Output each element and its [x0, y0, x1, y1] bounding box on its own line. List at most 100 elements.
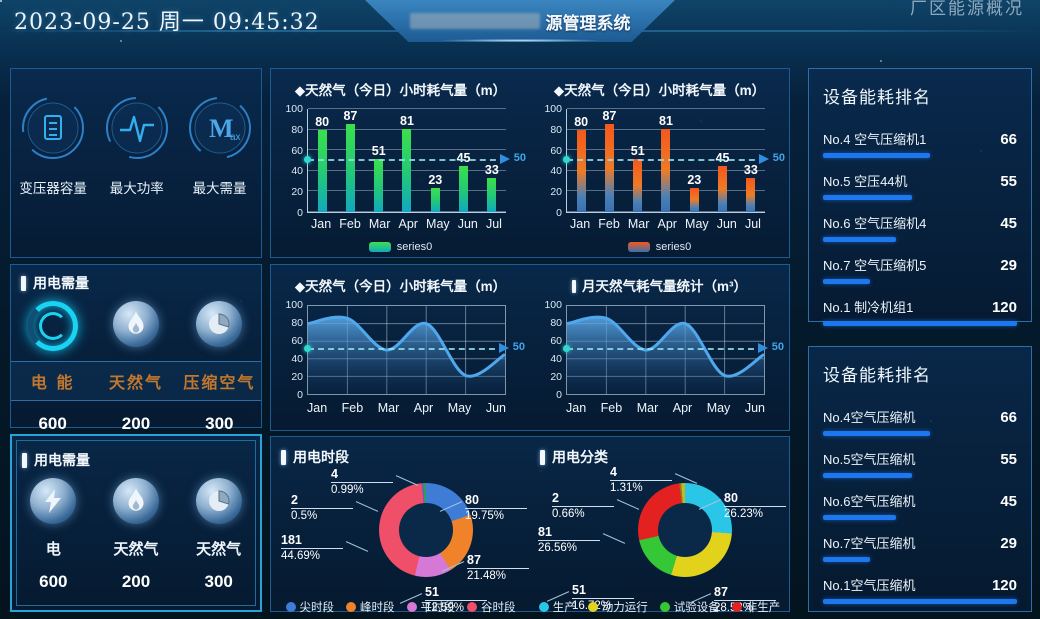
pie-callout: 4 0.99%: [331, 467, 393, 496]
ranking-device-label: No.6空气压缩机: [823, 494, 916, 509]
bar-column[interactable]: 80: [569, 109, 593, 212]
markline: 50: [563, 341, 784, 353]
bar-value-label: 87: [602, 109, 617, 123]
bar-column[interactable]: 33: [739, 109, 763, 212]
demand-labels-band: 电 能 天然气 压缩空气: [11, 361, 261, 401]
bar-column[interactable]: 45: [452, 109, 476, 212]
donut-chart[interactable]: [638, 483, 732, 577]
bar-column[interactable]: 45: [711, 109, 735, 212]
legend-item[interactable]: 平时段: [406, 599, 455, 615]
bar-chart-orange: ◆天然气（今日）小时耗气量（m） 100 80 60 40 20 0 80 87 51 81 23 4…: [530, 69, 789, 257]
legend-dot-icon: [467, 602, 477, 612]
legend-dot-icon: [406, 602, 417, 612]
callout-percent: 44.69%: [281, 550, 321, 562]
callout-value: 80: [465, 493, 527, 509]
bar-column[interactable]: 81: [654, 109, 678, 212]
legend-item[interactable]: 非生产: [731, 599, 780, 615]
title-bar-icon: [21, 275, 26, 291]
redacted-title-block: [409, 13, 540, 29]
ranking-value: 45: [1000, 493, 1017, 510]
x-axis-labels: Jan Feb Mar Apr May Jun: [307, 401, 506, 415]
ranking-row[interactable]: No.7 空气压缩机5 29: [823, 255, 1017, 284]
ranking-row[interactable]: No.6 空气压缩机4 45: [823, 213, 1017, 242]
bar: [633, 159, 643, 212]
legend[interactable]: series0: [534, 241, 785, 253]
transformer-capacity-icon: [20, 95, 86, 161]
bar-value-label: 81: [400, 113, 414, 128]
markline-arrow-icon: [758, 343, 768, 353]
device-ranking-panel-bottom: 设备能耗排名 No.4空气压缩机 66 No.5空气压缩机 55 No.6空气压缩机…: [808, 346, 1032, 612]
bar: [459, 165, 469, 212]
donut-chart[interactable]: [379, 483, 473, 577]
legend-item[interactable]: 动力运行: [587, 599, 648, 615]
ranking-row[interactable]: No.1 制冷机组1 120: [823, 297, 1017, 326]
pie-callout: 2 0.66%: [552, 491, 614, 520]
callout-value: 51: [572, 583, 634, 599]
callout-value: 81: [538, 525, 600, 541]
line-plot-area: 50: [304, 305, 525, 395]
bar-value-label: 23: [687, 173, 702, 188]
legend-item[interactable]: 尖时段: [285, 599, 334, 615]
bar-column[interactable]: 23: [423, 109, 447, 212]
ranking-row[interactable]: No.5 空压44机 55: [823, 171, 1017, 200]
callout-value: 80: [724, 491, 786, 507]
bar-column[interactable]: 51: [626, 109, 650, 212]
legend-item[interactable]: 生产: [538, 599, 576, 615]
ranking-row[interactable]: No.1空气压缩机 120: [823, 575, 1017, 604]
bar: [430, 188, 440, 212]
ranking-title: 设备能耗排名: [823, 366, 931, 385]
bar-column[interactable]: 51: [367, 109, 391, 212]
ranking-row[interactable]: No.5空气压缩机 55: [823, 449, 1017, 478]
callout-percent: 12.59%: [425, 602, 465, 614]
legend-item[interactable]: 峰时段: [346, 599, 395, 615]
chart-title: 用电分类: [552, 449, 608, 465]
electric-ring-icon: [27, 301, 78, 351]
ranking-row[interactable]: No.7空气压缩机 29: [823, 533, 1017, 562]
ranking-bar: [823, 473, 912, 478]
legend-item[interactable]: 试验设备: [659, 599, 720, 615]
bar-column[interactable]: 81: [395, 109, 419, 212]
bar-column[interactable]: 87: [597, 109, 621, 212]
area-chart-hourly: ◆天然气（今日）小时耗气量（m） 100 80 60 40 20 0 50 Jan Feb Ma…: [271, 265, 530, 430]
bar-plot-area: 80 87 51 81 23 45 33 50: [304, 108, 526, 213]
bar-column[interactable]: 80: [310, 109, 334, 212]
title-bar-icon: [540, 449, 545, 465]
ranking-row[interactable]: No.4空气压缩机 66: [823, 407, 1017, 436]
starfield-decoration: [0, 0, 2, 2]
ranking-title: 设备能耗排名: [823, 88, 931, 107]
markline-label: 50: [512, 341, 525, 353]
panel-title: 用电需量: [33, 275, 89, 291]
pie-callout: 4 1.31%: [610, 465, 672, 494]
y-axis-labels: 100 80 60 40 20 0: [285, 299, 303, 401]
device-ranking-panel-top: 设备能耗排名 No.4 空气压缩机1 66 No.5 空压44机 55 No.6 空…: [808, 68, 1032, 326]
pie-callout: 80 19.75%: [465, 493, 527, 522]
ranking-value: 120: [991, 299, 1017, 316]
callout-percent: 1.31%: [610, 482, 643, 494]
pie-callout: 81 26.56%: [538, 525, 600, 554]
stat-label: 最大需量: [192, 181, 247, 196]
callout-value: 87: [467, 553, 529, 569]
ranking-value: 45: [1000, 215, 1017, 232]
legend-item[interactable]: 谷时段: [467, 599, 516, 615]
legend-swatch: [627, 242, 650, 252]
ranking-row[interactable]: No.6空气压缩机 45: [823, 491, 1017, 520]
legend[interactable]: series0: [275, 241, 526, 253]
bar-column[interactable]: 23: [682, 109, 706, 212]
nav-overview-label[interactable]: 厂区能源概况: [910, 0, 1024, 19]
bar-value-label: 33: [484, 163, 499, 178]
markline-arrow-icon: [500, 153, 510, 164]
bar: [661, 128, 671, 212]
callout-value: 87: [714, 585, 776, 601]
callout-value: 4: [610, 465, 672, 481]
ranking-row[interactable]: No.4 空气压缩机1 66: [823, 129, 1017, 158]
bar: [402, 128, 412, 212]
bar-column[interactable]: 87: [338, 109, 362, 212]
callout-value: 181: [281, 533, 343, 549]
bar: [374, 159, 384, 212]
area-chart-monthly-body: 100 80 60 40 20 0 50 Jan Feb Mar Apr May Jun: [534, 295, 785, 421]
bar-column[interactable]: 33: [480, 109, 504, 212]
callout-value: 4: [331, 467, 393, 483]
bar-plot-area: 80 87 51 81 23 45 33 50: [563, 108, 785, 213]
